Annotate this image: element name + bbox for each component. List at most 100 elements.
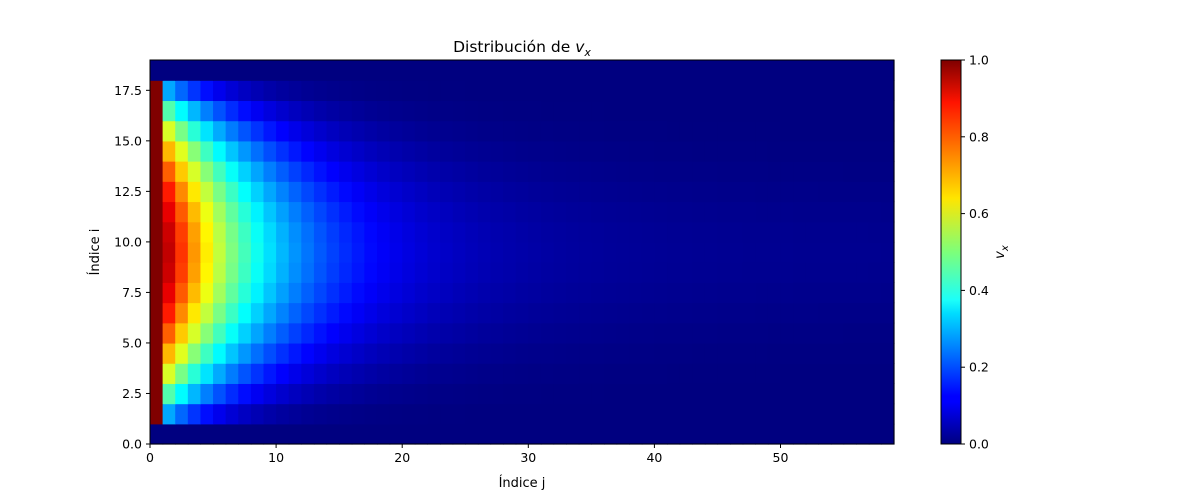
heatmap-cell — [225, 181, 239, 203]
heatmap-cell — [339, 383, 353, 405]
heatmap-cell — [288, 403, 302, 425]
heatmap-cell — [654, 423, 668, 445]
heatmap-cell — [654, 80, 668, 102]
heatmap-cell — [339, 342, 353, 364]
heatmap-cell — [402, 363, 416, 384]
heatmap-cell — [591, 161, 605, 182]
heatmap-cell — [553, 302, 567, 324]
heatmap-cell — [238, 221, 252, 243]
heatmap-cell — [313, 80, 328, 102]
heatmap-cell — [591, 221, 605, 243]
heatmap-cell — [288, 241, 302, 263]
heatmap-cell — [503, 100, 517, 122]
heatmap-cell — [238, 201, 252, 223]
heatmap-cell — [313, 221, 328, 243]
heatmap-cell — [288, 423, 302, 445]
heatmap-cell — [490, 80, 504, 102]
heatmap-cell — [276, 322, 290, 344]
heatmap-cell — [276, 181, 290, 203]
heatmap-cell — [162, 241, 176, 263]
heatmap-cell — [805, 342, 819, 364]
heatmap-cell — [376, 342, 391, 364]
heatmap-cell — [490, 322, 504, 344]
heatmap-cell — [805, 302, 819, 324]
heatmap-cell — [679, 423, 693, 445]
heatmap-cell — [843, 161, 857, 182]
heatmap-cell — [414, 282, 429, 304]
heatmap-cell — [326, 60, 340, 81]
heatmap-cell — [528, 241, 542, 263]
x-tick-label: 0 — [146, 450, 154, 465]
heatmap-cell — [553, 282, 567, 304]
heatmap-cell — [793, 60, 807, 81]
heatmap-cell — [263, 241, 277, 263]
heatmap-cell — [767, 282, 782, 304]
heatmap-cell — [490, 201, 504, 223]
heatmap-cell — [843, 100, 857, 122]
heatmap-cell — [553, 120, 567, 142]
heatmap-cell — [654, 282, 668, 304]
heatmap-cell — [389, 181, 403, 203]
heatmap-cell — [250, 403, 265, 425]
heatmap-cell — [213, 140, 227, 162]
heatmap-cell — [679, 363, 693, 384]
heatmap-cell — [805, 80, 819, 102]
heatmap-cell — [440, 403, 454, 425]
heatmap-cell — [440, 302, 454, 324]
heatmap-cell — [326, 403, 340, 425]
heatmap-cell — [238, 80, 252, 102]
heatmap-cell — [856, 181, 870, 203]
heatmap-cell — [515, 140, 529, 162]
heatmap-cell — [767, 60, 782, 81]
heatmap-cell — [503, 181, 517, 203]
heatmap-cell — [175, 60, 189, 81]
colorbar-ticks: 0.0 0.2 0.4 0.6 0.8 1.0 — [961, 53, 989, 452]
heatmap-cell — [730, 181, 744, 203]
heatmap-cell — [238, 100, 252, 122]
heatmap-cell — [452, 302, 466, 324]
heatmap-cell — [679, 383, 693, 405]
heatmap-cell — [868, 423, 882, 445]
heatmap-cell — [793, 181, 807, 203]
heatmap-cell — [263, 161, 277, 182]
heatmap-cell — [440, 221, 454, 243]
heatmap-cell — [389, 221, 403, 243]
heatmap-cell — [591, 383, 605, 405]
heatmap-cell — [213, 221, 227, 243]
heatmap-cell — [376, 322, 391, 344]
heatmap-cell — [490, 140, 504, 162]
heatmap-cell — [704, 181, 719, 203]
heatmap-cell — [326, 322, 340, 344]
heatmap-cell — [477, 201, 492, 223]
heatmap-cell — [616, 60, 630, 81]
chart-title-subscript: x — [583, 46, 591, 59]
heatmap-cell — [364, 221, 378, 243]
heatmap-cell — [389, 342, 403, 364]
heatmap-cell — [263, 140, 277, 162]
heatmap-cell — [250, 161, 265, 182]
heatmap-cell — [225, 120, 239, 142]
heatmap-cell — [427, 221, 441, 243]
heatmap-cell — [540, 302, 555, 324]
heatmap-cell — [288, 120, 302, 142]
heatmap-cell — [742, 282, 756, 304]
heatmap-cell — [830, 100, 845, 122]
heatmap-cell — [187, 80, 202, 102]
heatmap-cell — [566, 100, 580, 122]
heatmap-cell — [313, 241, 328, 263]
heatmap-cell — [440, 282, 454, 304]
heatmap-cell — [540, 120, 555, 142]
heatmap-cell — [162, 403, 176, 425]
heatmap-cell — [704, 80, 719, 102]
heatmap-cell — [162, 100, 176, 122]
heatmap-cell — [376, 423, 391, 445]
heatmap-cell — [868, 363, 882, 384]
heatmap-cell — [566, 342, 580, 364]
heatmap-cell — [376, 181, 391, 203]
heatmap-cell — [654, 241, 668, 263]
heatmap-cell — [162, 342, 176, 364]
heatmap-cell — [276, 383, 290, 405]
heatmap-cell — [250, 383, 265, 405]
heatmap-cell — [250, 262, 265, 283]
heatmap-cell — [175, 322, 189, 344]
